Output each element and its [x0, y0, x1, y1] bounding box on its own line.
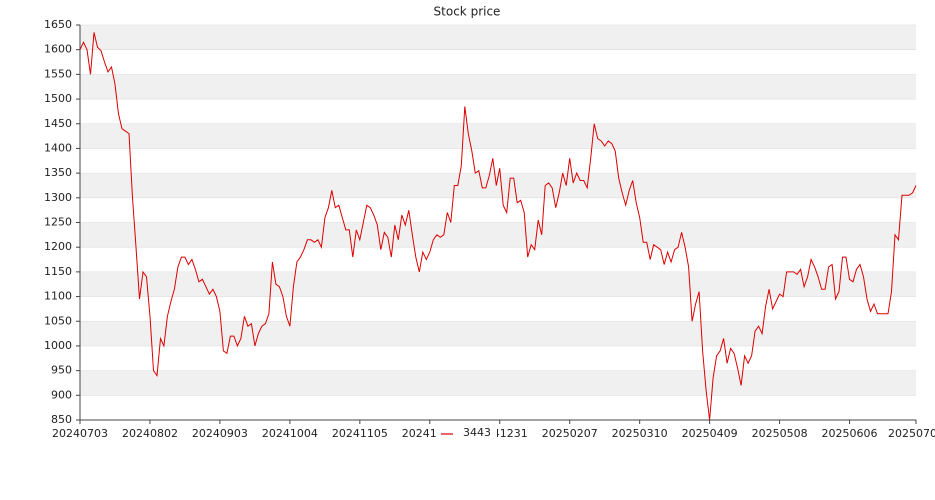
y-tick-label: 850: [51, 413, 72, 426]
price-line: [79, 32, 917, 421]
x-tick-label: 20250606: [822, 427, 878, 440]
grid-band: [80, 370, 916, 396]
x-tick-label: 20240802: [122, 427, 178, 440]
y-tick-label: 1650: [44, 18, 72, 31]
x-tick-label: 20250508: [752, 427, 808, 440]
x-tick-label: 20240903: [192, 427, 248, 440]
y-tick-label: 1250: [44, 216, 72, 229]
y-tick-label: 1200: [44, 240, 72, 253]
y-tick-label: 1150: [44, 265, 72, 278]
grid-band: [80, 25, 916, 50]
y-tick-label: 1350: [44, 166, 72, 179]
y-tick-label: 1550: [44, 67, 72, 80]
grid-band: [80, 222, 916, 248]
y-tick-label: 1050: [44, 314, 72, 327]
x-tick-label: 20250310: [612, 427, 668, 440]
x-tick-label: 20250207: [542, 427, 598, 440]
y-tick-label: 1100: [44, 290, 72, 303]
x-tick-label: 20241105: [332, 427, 388, 440]
legend-box: [437, 425, 497, 441]
y-tick-label: 1000: [44, 339, 72, 352]
y-tick-label: 1500: [44, 92, 72, 105]
y-tick-label: 1600: [44, 43, 72, 56]
y-tick-label: 1400: [44, 141, 72, 154]
legend-label: 3443: [463, 426, 491, 439]
x-tick-label: 20241004: [262, 427, 318, 440]
x-tick-label: 20250704: [888, 427, 935, 440]
x-tick-label: 20240703: [52, 427, 108, 440]
y-tick-label: 1300: [44, 191, 72, 204]
y-tick-label: 900: [51, 388, 72, 401]
grid-band: [80, 321, 916, 346]
y-tick-label: 1450: [44, 117, 72, 130]
y-tick-label: 950: [51, 364, 72, 377]
grid-band: [80, 123, 916, 149]
x-tick-label: 20250409: [682, 427, 738, 440]
grid-band: [80, 271, 916, 297]
grid-band: [80, 74, 916, 100]
chart-title: Stock price: [434, 5, 501, 19]
